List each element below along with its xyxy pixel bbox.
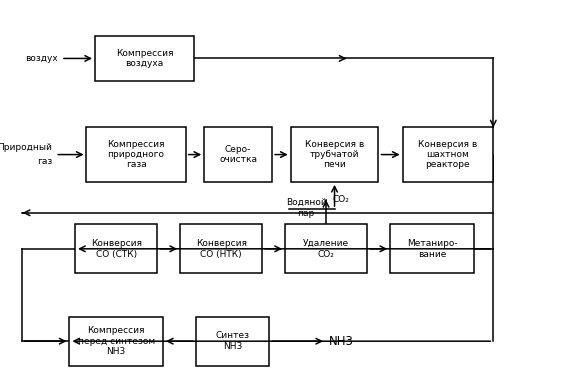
Text: Компрессия
перед синтезом
NH3: Компрессия перед синтезом NH3 — [78, 326, 155, 356]
Bar — [75, 224, 157, 273]
Bar — [390, 224, 474, 273]
Text: Конверсия в
трубчатой
печи: Конверсия в трубчатой печи — [305, 139, 364, 170]
Bar — [95, 36, 194, 81]
Text: NH3: NH3 — [329, 335, 354, 348]
Bar — [196, 317, 269, 366]
Bar — [69, 317, 163, 366]
Text: CO₂: CO₂ — [333, 195, 350, 204]
Bar — [290, 127, 378, 182]
Bar — [403, 127, 493, 182]
Text: газ: газ — [37, 157, 52, 166]
Text: Серо-
очистка: Серо- очистка — [219, 145, 257, 164]
Text: Конверсия
СО (НТК): Конверсия СО (НТК) — [196, 239, 247, 259]
Text: Компрессия
природного
газа: Компрессия природного газа — [107, 139, 165, 170]
Text: Водяной: Водяной — [286, 198, 327, 207]
Text: пар: пар — [298, 210, 315, 219]
Text: Компрессия
воздуха: Компрессия воздуха — [116, 49, 174, 68]
Text: Синтез
NH3: Синтез NH3 — [215, 331, 249, 351]
Text: Метаниро-
вание: Метаниро- вание — [407, 239, 458, 259]
Text: Конверсия в
шахтном
реакторе: Конверсия в шахтном реакторе — [418, 139, 477, 170]
Bar — [285, 224, 367, 273]
Bar — [204, 127, 272, 182]
Text: Природный: Природный — [0, 143, 52, 152]
Text: Конверсия
СО (СТК): Конверсия СО (СТК) — [91, 239, 142, 259]
Bar — [180, 224, 262, 273]
Bar — [86, 127, 185, 182]
Text: Удаление
CO₂: Удаление CO₂ — [303, 239, 349, 259]
Text: воздух: воздух — [26, 54, 58, 63]
